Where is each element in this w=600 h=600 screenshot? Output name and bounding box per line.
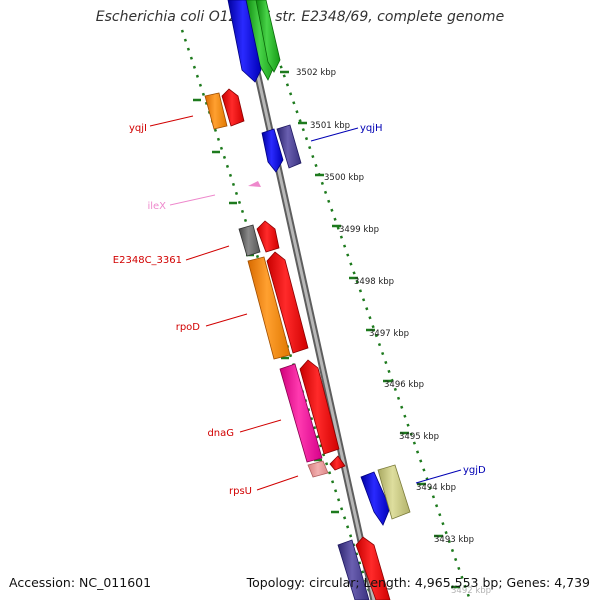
- label-leader-lines: [149, 115, 462, 491]
- leader-yqjH: [310, 127, 359, 142]
- scale-label: 3498 kbp: [354, 277, 394, 287]
- forward-strand-features: [245, 0, 411, 526]
- gene-labels: yqjI yqjH ileX E2348C_3361 rpoD dnaG rps…: [113, 123, 486, 497]
- gene-label-yqjI: yqjI: [129, 123, 147, 134]
- gene-arrow-ygjD-blue: [360, 471, 391, 526]
- leader-rpoD: [205, 313, 248, 327]
- leader-dnaG: [239, 419, 282, 433]
- scale-label: 3499 kbp: [339, 225, 379, 235]
- gene-label-ygjD: ygjD: [463, 465, 486, 476]
- gene-label-E2348C_3361: E2348C_3361: [113, 255, 182, 266]
- gene-arrow-rpoD-orange: [247, 256, 291, 360]
- accession-text: Accession: NC_011601: [9, 575, 152, 590]
- gene-arrow-red-small: [329, 455, 346, 471]
- gene-arrow-red-dnaG: [299, 359, 340, 455]
- outer-tick-track: [266, 29, 472, 600]
- map-title: Escherichia coli O127:H6 str. E2348/69, …: [95, 9, 505, 25]
- gene-arrow-green-2: [255, 0, 281, 73]
- leader-rpsU: [256, 475, 299, 491]
- leader-E2348C_3361: [185, 245, 230, 261]
- scale-label: 3502 kbp: [296, 68, 336, 78]
- genome-backbone: [237, 0, 378, 600]
- gene-arrow-yqjI-orange: [204, 92, 228, 130]
- scale-label: 3495 kbp: [399, 432, 439, 442]
- gene-arrow-red-bottom: [355, 536, 391, 600]
- gene-arrow-red-2: [256, 220, 280, 253]
- gene-arrow-E2348C_3361-gray: [238, 224, 261, 257]
- gene-arrow-ileX: [248, 181, 261, 187]
- major-ticks: [193, 70, 460, 589]
- gene-arrow-dnaG-magenta: [279, 363, 323, 463]
- scale-label: 3500 kbp: [324, 173, 364, 183]
- gene-label-yqjH: yqjH: [360, 123, 383, 134]
- leader-yqjI: [149, 115, 194, 127]
- topology-text: Topology: circular; Length: 4,965,553 bp…: [246, 575, 590, 590]
- gene-arrow-khaki: [377, 464, 411, 520]
- scale-label: 3496 kbp: [384, 380, 424, 390]
- gene-arrow-red-1: [221, 88, 245, 127]
- leader-ileX: [169, 194, 216, 206]
- gene-label-rpoD: rpoD: [176, 322, 201, 333]
- gene-arrow-red-long: [266, 251, 309, 354]
- gene-label-rpsU: rpsU: [229, 486, 252, 497]
- scale-label: 3497 kbp: [369, 329, 409, 339]
- gene-arrow-purple: [276, 124, 302, 169]
- gene-arrow-purple-bottom: [337, 539, 370, 600]
- scale-labels: 3502 kbp 3501 kbp 3500 kbp 3499 kbp 3498…: [296, 68, 491, 596]
- scale-label: 3492 kbp: [451, 586, 491, 596]
- reverse-strand-features: [204, 0, 391, 600]
- scale-label: 3494 kbp: [416, 483, 456, 493]
- gene-label-dnaG: dnaG: [207, 428, 234, 439]
- gene-arrow-yqjH-blue: [261, 128, 284, 173]
- gene-arrow-blue-top: [227, 0, 262, 83]
- gene-label-ileX: ileX: [147, 201, 166, 212]
- leader-ygjD: [415, 469, 462, 484]
- scale-label: 3493 kbp: [434, 535, 474, 545]
- scale-label: 3501 kbp: [310, 121, 350, 131]
- gene-arrow-rpsU-pink: [307, 460, 329, 478]
